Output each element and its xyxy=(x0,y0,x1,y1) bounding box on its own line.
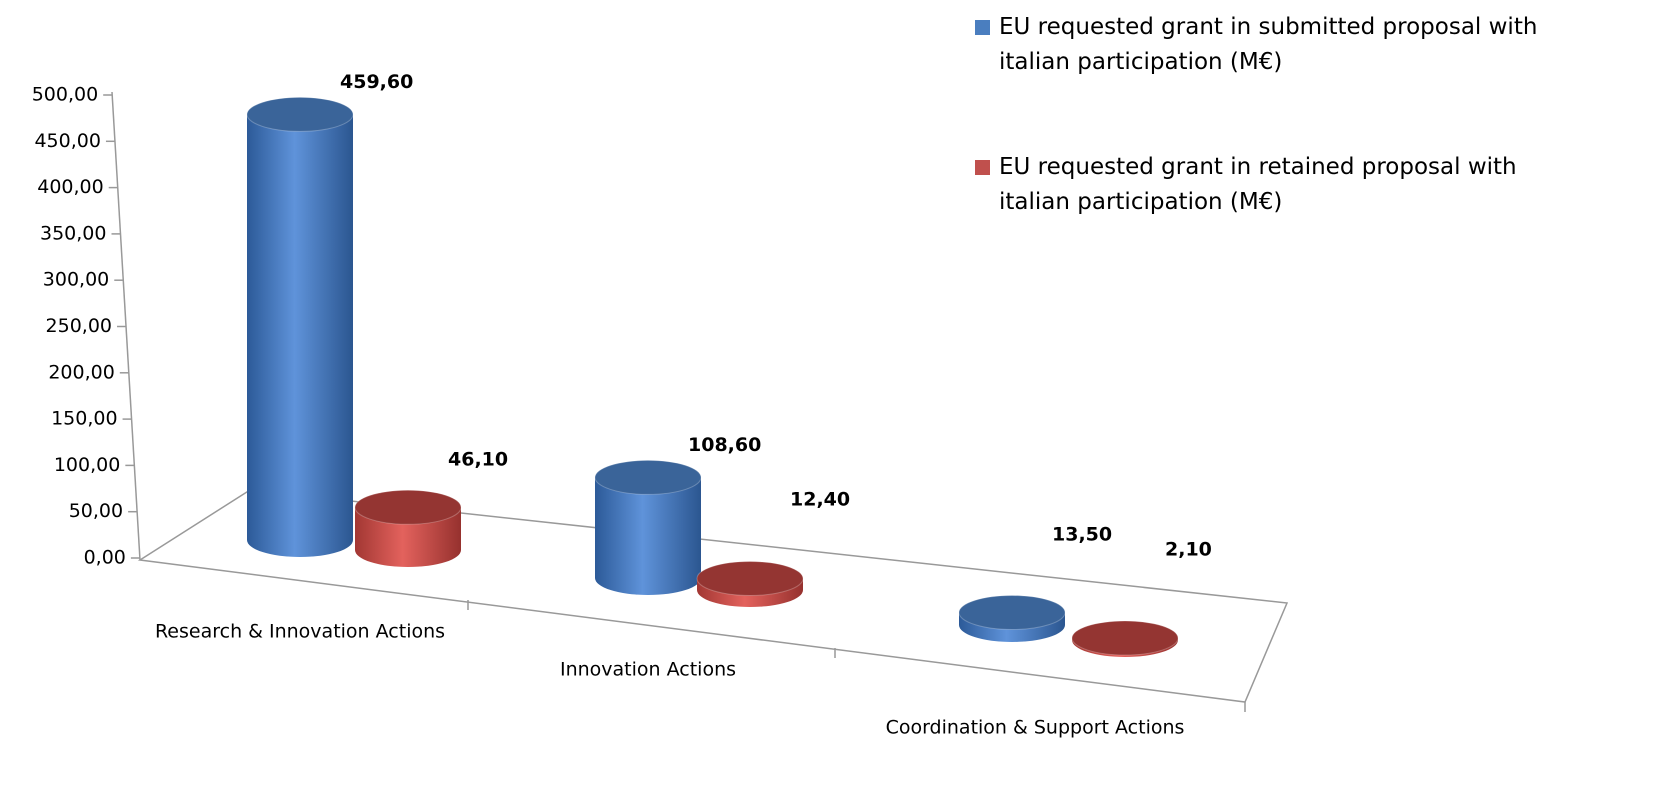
floor xyxy=(137,489,1289,703)
value-label: 13,50 xyxy=(1052,524,1112,546)
y-tick-label: 300,00 xyxy=(43,269,109,291)
value-label: 46,10 xyxy=(448,449,508,471)
legend-entry: EU requested grant in retained proposal … xyxy=(975,150,1575,220)
value-label: 2,10 xyxy=(1165,539,1212,561)
cylinder-top xyxy=(246,96,354,132)
cylinder-body xyxy=(355,507,461,567)
y-tick-label: 400,00 xyxy=(37,176,103,198)
cylinder-top xyxy=(696,561,804,597)
cylinder-bar xyxy=(354,489,462,567)
y-tick-label: 350,00 xyxy=(40,222,106,244)
legend-swatch xyxy=(975,20,990,35)
y-tick-label: 0,00 xyxy=(84,547,126,569)
y-tick-label: 250,00 xyxy=(46,315,112,337)
cylinder-bar xyxy=(594,459,702,595)
x-tick-label: Research & Innovation Actions xyxy=(155,621,445,643)
y-tick-label: 100,00 xyxy=(54,454,120,476)
cylinder-top xyxy=(354,489,462,525)
cylinder-body xyxy=(247,114,353,557)
cylinder-top xyxy=(594,459,702,495)
value-label: 12,40 xyxy=(790,489,850,511)
cylinder-bar xyxy=(696,561,804,607)
legend-entry: EU requested grant in submitted proposal… xyxy=(975,10,1575,80)
x-tick-label: Coordination & Support Actions xyxy=(886,717,1185,739)
cylinder-top xyxy=(1071,620,1179,656)
legend-swatch xyxy=(975,160,990,175)
x-tick-label: Innovation Actions xyxy=(560,659,736,681)
y-tick-label: 450,00 xyxy=(34,130,100,152)
cylinder-top xyxy=(958,594,1066,630)
cylinder-bar xyxy=(958,594,1066,642)
cylinder-body xyxy=(595,477,701,595)
y-tick-label: 200,00 xyxy=(48,361,114,383)
y-tick-label: 150,00 xyxy=(51,408,117,430)
cylinder-bar xyxy=(1071,620,1179,657)
value-label: 459,60 xyxy=(340,71,413,93)
y-tick-label: 50,00 xyxy=(69,500,123,522)
y-tick-label: 500,00 xyxy=(32,84,98,106)
value-label: 108,60 xyxy=(688,434,761,456)
legend-label: EU requested grant in submitted proposal… xyxy=(999,14,1538,75)
legend-label: EU requested grant in retained proposal … xyxy=(999,154,1517,215)
cylinder-bar xyxy=(246,96,354,557)
